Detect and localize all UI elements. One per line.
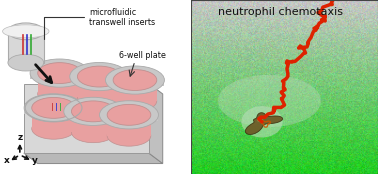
Text: neutrophil chemotaxis: neutrophil chemotaxis: [218, 7, 343, 17]
Ellipse shape: [3, 25, 49, 38]
Polygon shape: [8, 31, 44, 63]
Polygon shape: [70, 77, 129, 83]
Ellipse shape: [77, 66, 121, 87]
Polygon shape: [30, 73, 89, 79]
Polygon shape: [99, 115, 158, 121]
Ellipse shape: [257, 118, 263, 122]
Ellipse shape: [8, 23, 44, 40]
Polygon shape: [107, 115, 151, 136]
Ellipse shape: [77, 87, 121, 108]
Polygon shape: [32, 108, 75, 129]
Ellipse shape: [24, 94, 83, 122]
Text: microfluidic
transwell inserts: microfluidic transwell inserts: [44, 8, 155, 39]
Polygon shape: [105, 80, 164, 86]
Ellipse shape: [38, 84, 81, 104]
Text: x: x: [3, 156, 9, 165]
Ellipse shape: [32, 97, 75, 118]
Polygon shape: [24, 153, 163, 164]
Ellipse shape: [30, 59, 89, 87]
Ellipse shape: [8, 54, 44, 71]
Ellipse shape: [71, 101, 115, 122]
Ellipse shape: [113, 70, 157, 90]
Ellipse shape: [242, 106, 283, 137]
Polygon shape: [64, 111, 123, 118]
Ellipse shape: [32, 118, 75, 139]
Ellipse shape: [218, 75, 321, 127]
Ellipse shape: [64, 97, 123, 125]
Ellipse shape: [105, 66, 164, 94]
Ellipse shape: [107, 125, 151, 146]
Polygon shape: [245, 113, 283, 135]
Polygon shape: [24, 84, 149, 153]
Ellipse shape: [99, 101, 158, 129]
Polygon shape: [24, 108, 83, 114]
Polygon shape: [113, 80, 157, 101]
Text: y: y: [32, 156, 38, 164]
Polygon shape: [77, 77, 121, 97]
Ellipse shape: [70, 62, 129, 91]
Ellipse shape: [38, 63, 81, 84]
Text: z: z: [17, 133, 22, 141]
Ellipse shape: [71, 122, 115, 143]
Polygon shape: [38, 73, 81, 94]
Polygon shape: [71, 111, 115, 132]
Polygon shape: [149, 84, 163, 164]
Ellipse shape: [113, 90, 157, 111]
Text: 6-well plate: 6-well plate: [119, 51, 166, 60]
Ellipse shape: [107, 104, 151, 125]
